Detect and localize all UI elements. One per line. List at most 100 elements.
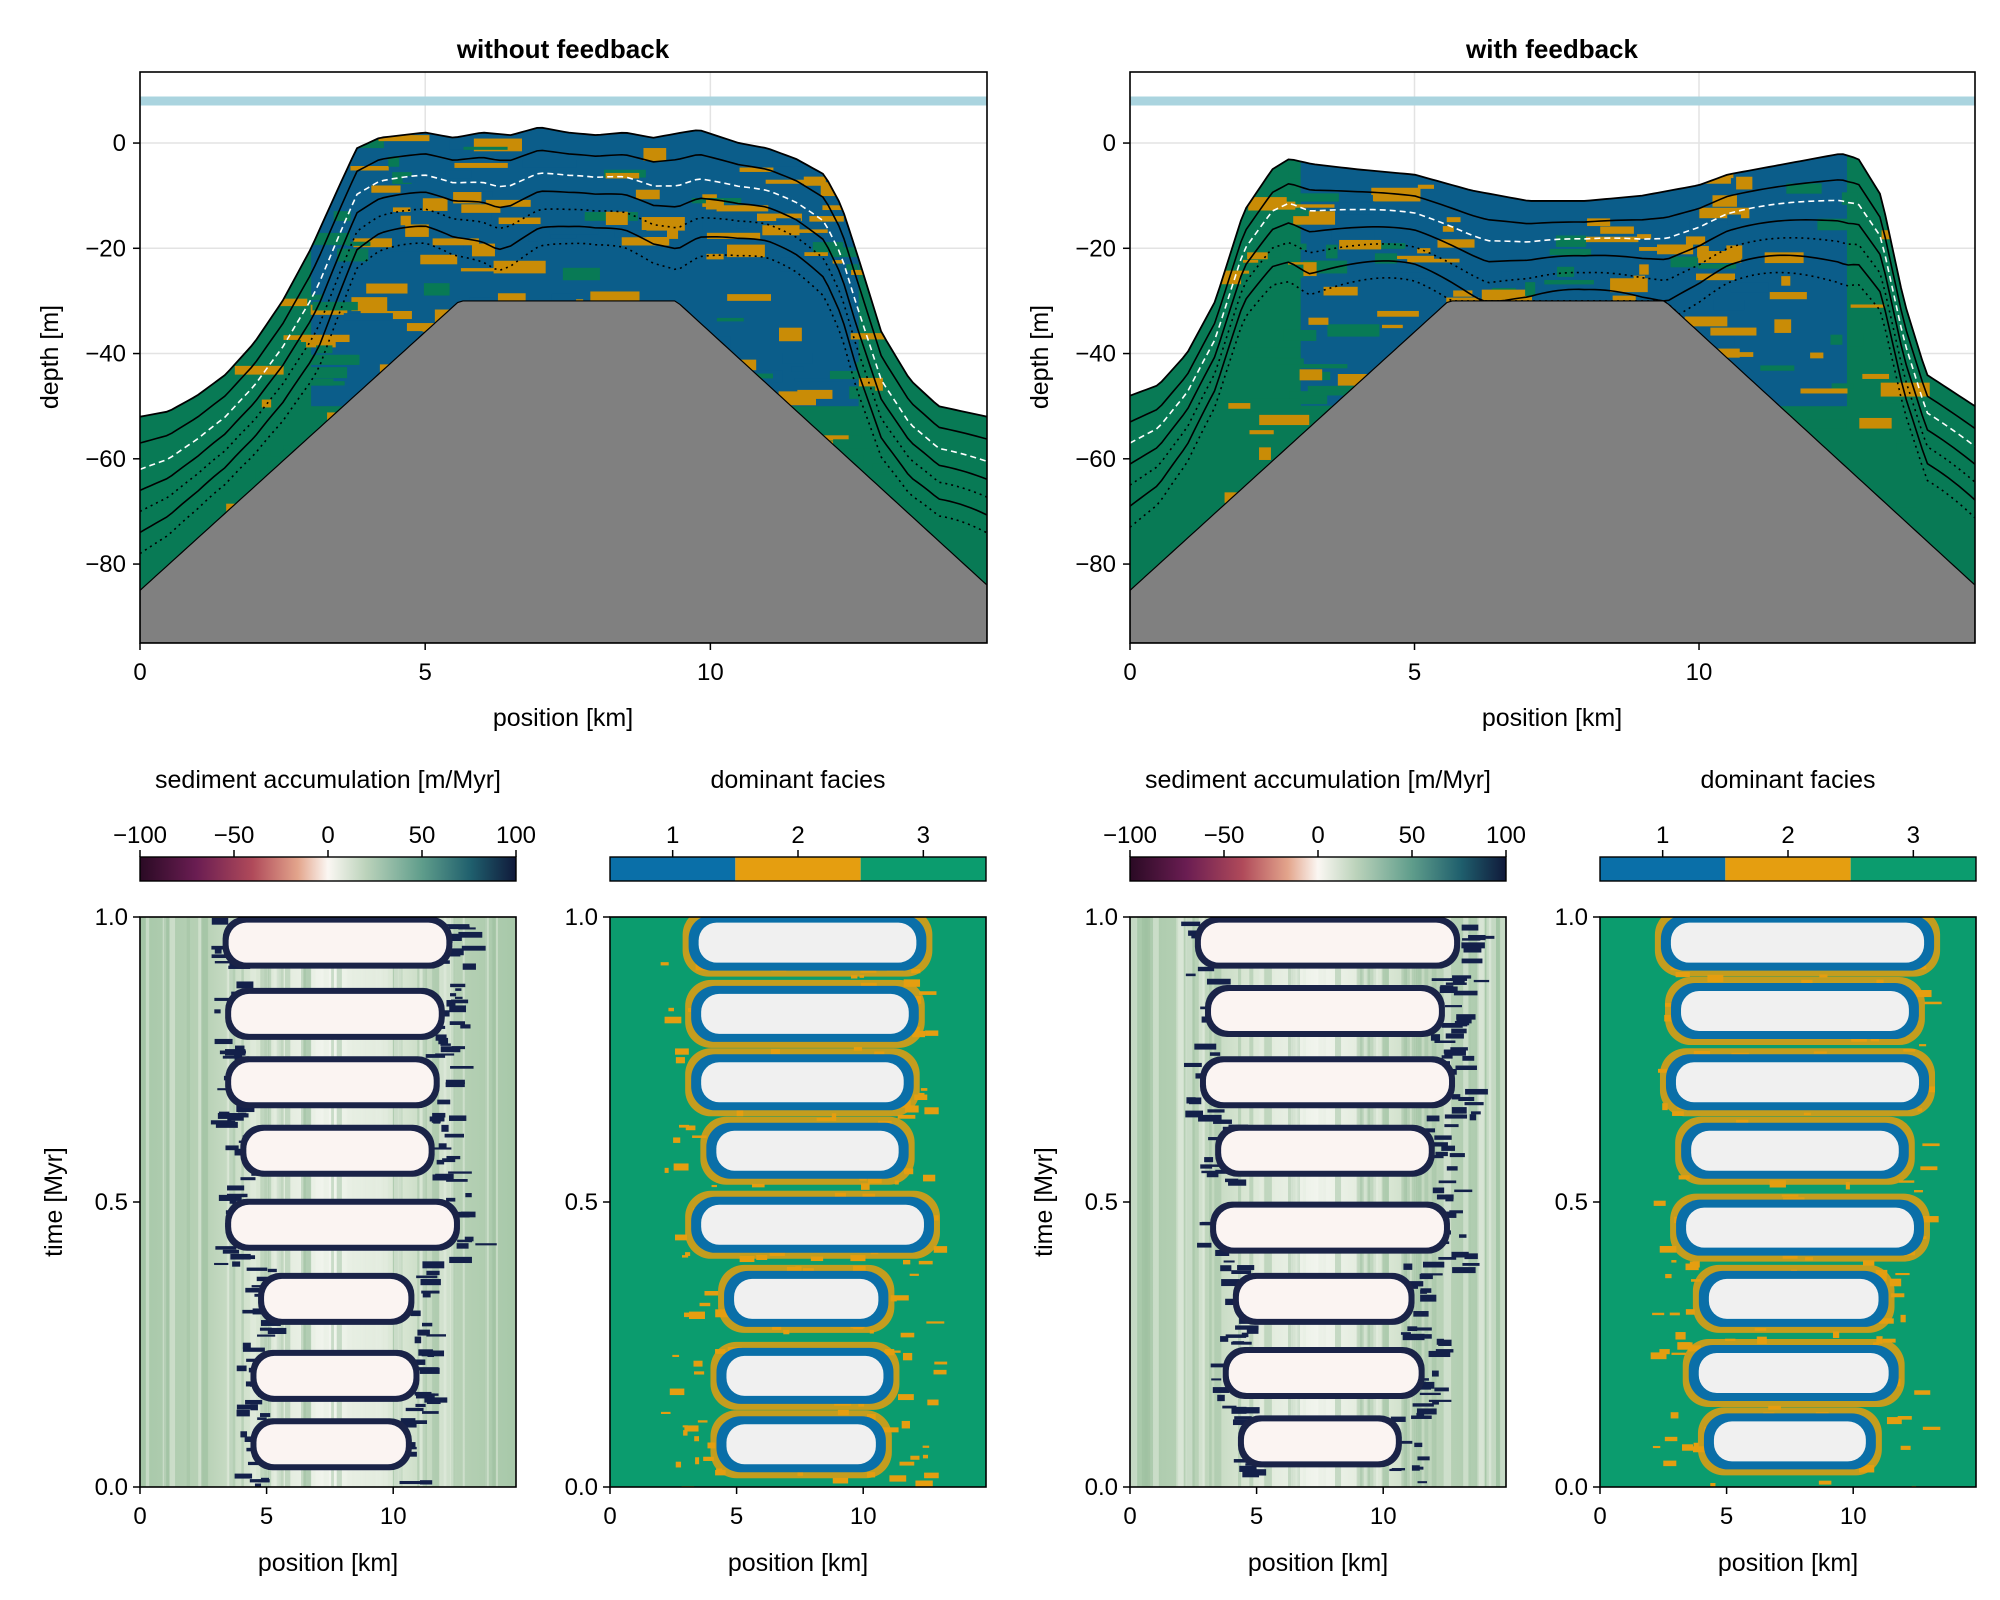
accumulation-rim-mark [236, 1409, 250, 1417]
facies-patch [1331, 229, 1375, 241]
y-tick-label: 1.0 [1555, 904, 1588, 931]
accumulation-rim-mark [465, 1193, 472, 1198]
facies-2-patch [926, 1321, 945, 1324]
facies-patch [803, 176, 826, 186]
colorbar-facies: 1 2 3 [609, 822, 987, 882]
accumulation-rim-mark [435, 1053, 455, 1056]
accumulation-rim-mark [1220, 1336, 1229, 1342]
facies-patch [1894, 137, 1936, 140]
exposure-band [1200, 922, 1455, 963]
accumulation-rim-mark [1436, 1194, 1454, 1200]
facies-patch [898, 157, 907, 165]
facies-patch [316, 345, 333, 354]
facies-patch [1374, 253, 1398, 264]
accumulation-rim-mark [464, 1236, 474, 1242]
facies-patch [1713, 299, 1745, 311]
accumulation-rim-mark [260, 1320, 281, 1326]
exposure-band [264, 1278, 409, 1319]
facies-patch [463, 146, 508, 150]
accumulation-rim-mark [1215, 1169, 1230, 1174]
facies-patch [851, 269, 869, 275]
accumulation-rim-mark [1185, 973, 1196, 977]
accumulation-rim-mark [1243, 1407, 1259, 1414]
facies-patch [1697, 263, 1737, 269]
facies-2-patch [1682, 1444, 1693, 1451]
accumulation-rim-mark [1200, 1164, 1213, 1169]
facies-2-patch [1653, 1200, 1666, 1206]
accumulation-rim-mark [211, 954, 228, 959]
facies-2-patch [697, 1420, 708, 1423]
accumulation-rim-mark [1390, 1416, 1406, 1422]
accumulation-rim-mark [1467, 908, 1490, 910]
exposure-band [701, 1062, 904, 1103]
y-tick-label: −80 [85, 551, 126, 578]
profile-title-with-feedback: with feedback [1465, 34, 1638, 64]
facies-patch [1878, 202, 1926, 215]
exposure-band [1691, 1130, 1899, 1171]
facies-2-patch [832, 1477, 849, 1484]
accumulation-rim-mark [1413, 1327, 1432, 1331]
accumulation-rim-mark [226, 1193, 248, 1198]
facies-patch [1637, 234, 1652, 239]
exposure-band [1708, 1278, 1879, 1319]
heatmap-xlabel: position [km] [728, 1549, 868, 1577]
heatmap-plot-area [1130, 908, 1506, 1487]
facies-2-patch [674, 1234, 688, 1241]
accumulation-rim-mark [215, 1246, 237, 1250]
profile-title-without-feedback: without feedback [456, 34, 670, 64]
exposure-band [1228, 1353, 1419, 1393]
facies-patch [839, 136, 853, 144]
accumulation-rim-mark [422, 1411, 439, 1414]
colorbar-label: sediment accumulation [m/Myr] [1145, 766, 1491, 794]
facies-patch [1884, 373, 1922, 384]
facies-patch [1308, 317, 1329, 325]
heatmap-plot-area [140, 917, 516, 1487]
exposure-band [726, 1424, 876, 1465]
facies-patch [1316, 371, 1331, 381]
accumulation-rim-mark [421, 1290, 440, 1294]
facies-2-patch [694, 1371, 705, 1375]
accumulation-rim-mark [1451, 1094, 1461, 1100]
accumulation-rim-mark [1416, 1408, 1437, 1415]
facies-patch [1250, 398, 1301, 412]
facies-patch [1830, 334, 1843, 345]
accumulation-rim-mark [1456, 1014, 1476, 1020]
accumulation-rim-mark [1208, 1137, 1219, 1141]
accumulation-rim-mark [1220, 1265, 1232, 1272]
accumulation-rim-mark [1416, 1412, 1425, 1418]
colorbar-tick-label: 2 [791, 822, 804, 849]
accumulation-rim-mark [1206, 978, 1231, 985]
facies-patch [1896, 443, 1935, 453]
exposure-band [701, 993, 909, 1034]
facies-patch [270, 449, 286, 457]
accumulation-rim-mark [242, 1347, 265, 1352]
x-tick-label: 10 [697, 659, 724, 686]
facies-patch [1670, 256, 1698, 268]
facies-2-patch [1920, 1166, 1938, 1171]
accumulation-rim-mark [438, 1037, 449, 1045]
facies-2-patch [695, 1457, 700, 1465]
facies-patch [809, 216, 844, 222]
exposure-band [1698, 1353, 1889, 1393]
accumulation-rim-mark [1427, 1142, 1448, 1147]
facies-patch [1859, 417, 1892, 429]
accumulation-rim-mark [1431, 978, 1453, 981]
accumulation-rim-mark [445, 1082, 465, 1088]
accumulation-rim-mark [462, 963, 476, 970]
facies-patch [1685, 236, 1706, 245]
accumulation-rim-mark [1225, 1178, 1239, 1183]
accumulation-rim-mark [1462, 1262, 1480, 1266]
facies-2-patch [673, 1137, 681, 1143]
facies-patch [590, 291, 640, 303]
accumulation-rim-mark [1213, 1119, 1232, 1124]
colorbar-tick-label: 0 [1311, 822, 1324, 849]
accumulation-rim-mark [1402, 1281, 1424, 1287]
facies-patch [491, 213, 504, 222]
facies-patch [705, 199, 724, 210]
accumulation-rim-mark [1245, 1463, 1253, 1466]
accumulation-rim-mark [1217, 1394, 1225, 1402]
accumulation-rim-mark [1471, 935, 1495, 939]
accumulation-rim-mark [438, 1143, 447, 1149]
accumulation-rim-mark [1440, 985, 1454, 989]
y-tick-label: 0.0 [1555, 1474, 1588, 1501]
